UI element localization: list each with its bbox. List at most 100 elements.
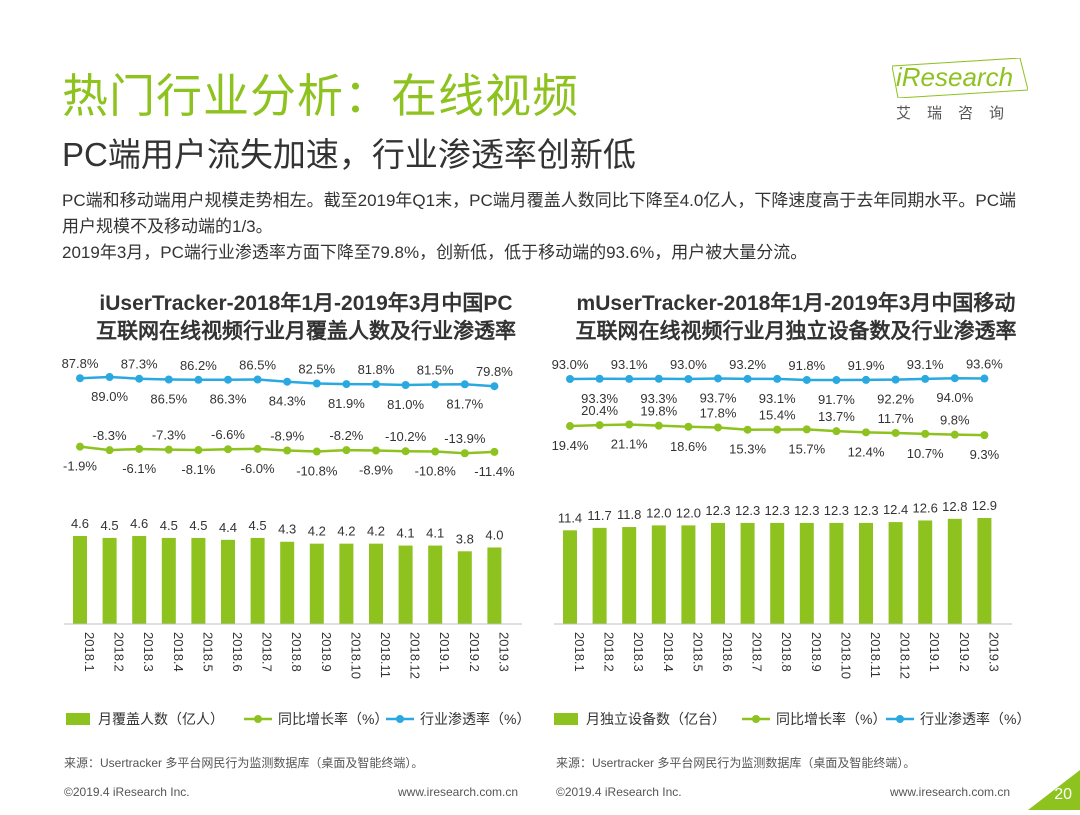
mobile-penetration-label: 91.8%	[788, 358, 825, 373]
mobile-bar	[918, 520, 933, 624]
pc-legend-growth-dot	[254, 715, 262, 723]
pc-chart: iUserTracker-2018年1月-2019年3月中国PC 互联网在线视频行…	[56, 286, 556, 746]
pc-growth-label: -6.0%	[241, 461, 275, 476]
mobile-bar-label: 12.3	[794, 503, 819, 518]
mobile-category-label: 2018.5	[690, 632, 705, 672]
pc-bar	[191, 537, 206, 624]
mobile-bar	[829, 522, 844, 624]
pc-category-label: 2018.9	[319, 632, 334, 672]
pc-legend-penetration: 行业渗透率（%）	[420, 711, 530, 727]
pc-category-label: 2018.4	[171, 632, 186, 672]
pc-bar	[280, 541, 295, 624]
mobile-bar	[622, 527, 637, 624]
pc-penetration-point	[490, 382, 499, 391]
mobile-penetration-point	[654, 374, 663, 383]
mobile-growth-point	[891, 428, 900, 437]
pc-category-label: 2018.11	[378, 632, 393, 678]
mobile-category-label: 2018.11	[868, 632, 883, 678]
pc-bar-label: 4.0	[485, 527, 503, 542]
pc-growth-point	[135, 444, 144, 453]
footer-copyright-right: ©2019.4 iResearch Inc.	[556, 785, 682, 799]
mobile-bar-label: 12.3	[824, 503, 849, 518]
mobile-growth-label: 15.7%	[788, 441, 825, 456]
pc-category-label: 2018.2	[112, 632, 127, 672]
pc-growth-label: -11.4%	[474, 464, 515, 479]
pc-category-label: 2018.3	[141, 632, 156, 672]
pc-growth-point	[253, 444, 262, 453]
mobile-penetration-point	[980, 374, 989, 383]
mobile-growth-point	[566, 422, 574, 431]
mobile-bar	[740, 522, 755, 624]
mobile-growth-point	[980, 431, 989, 440]
mobile-bar	[563, 530, 577, 624]
pc-penetration-point	[283, 377, 292, 386]
mobile-bar	[799, 522, 814, 624]
mobile-source-note: 来源：Usertracker 多平台网民行为监测数据库（桌面及智能终端）。	[556, 756, 916, 770]
mobile-bar-label: 12.6	[913, 500, 938, 515]
mobile-bar	[592, 527, 607, 624]
mobile-penetration-label: 93.0%	[670, 357, 707, 372]
mobile-bar-label: 12.0	[646, 505, 671, 520]
mobile-growth-label: 13.7%	[818, 409, 855, 424]
footer-url-right: www.iresearch.com.cn	[890, 785, 1011, 799]
mobile-growth-point	[802, 425, 811, 434]
pc-growth-label: -8.1%	[181, 462, 215, 477]
pc-growth-point	[283, 446, 292, 455]
pc-growth-label: -10.8%	[415, 464, 457, 479]
pc-bar	[339, 543, 354, 624]
pc-bar	[457, 551, 472, 624]
pc-legend-growth: 同比增长率（%）	[278, 711, 388, 727]
pc-growth-label: -7.3%	[152, 428, 186, 443]
mobile-penetration-point	[566, 375, 574, 383]
pc-growth-point	[164, 445, 173, 454]
mobile-penetration-point	[862, 375, 870, 384]
pc-penetration-label: 86.2%	[180, 358, 217, 373]
mobile-bar-label: 12.3	[853, 503, 878, 518]
pc-growth-label: -8.3%	[93, 428, 127, 443]
mobile-bar	[977, 518, 992, 624]
pc-category-label: 2019.2	[467, 632, 482, 672]
mobile-bar-label: 11.8	[617, 507, 641, 522]
mobile-legend-bar-swatch	[554, 713, 578, 725]
pc-penetration-label: 81.9%	[328, 396, 365, 411]
mobile-growth-point	[595, 421, 604, 430]
pc-bar-label: 4.2	[337, 524, 355, 539]
pc-penetration-point	[253, 375, 262, 384]
mobile-penetration-point	[921, 374, 930, 383]
mobile-growth-point	[862, 428, 870, 437]
mobile-growth-point	[950, 430, 959, 439]
mobile-category-label: 2018.12	[898, 632, 913, 679]
pc-growth-point	[105, 446, 114, 455]
mobile-penetration-point	[802, 375, 811, 384]
pc-category-label: 2018.7	[260, 632, 275, 672]
pc-bar	[221, 539, 235, 624]
mobile-legend-growth-dot	[752, 715, 760, 723]
pc-bar-label: 4.5	[101, 518, 119, 533]
pc-bar	[398, 545, 413, 624]
pc-penetration-label: 89.0%	[91, 389, 128, 404]
mobile-bar	[770, 522, 785, 624]
pc-penetration-label: 86.5%	[239, 358, 276, 373]
pc-bar-label: 4.6	[71, 516, 89, 531]
pc-bar	[250, 537, 265, 624]
pc-growth-label: -8.9%	[359, 462, 393, 477]
mobile-category-label: 2018.3	[631, 632, 646, 672]
pc-penetration-point	[135, 374, 144, 383]
mobile-penetration-point	[950, 374, 959, 383]
mobile-legend-growth: 同比增长率（%）	[776, 711, 886, 727]
mobile-penetration-label: 91.7%	[818, 392, 855, 407]
pc-penetration-point	[164, 375, 173, 384]
mobile-bar-label: 11.4	[558, 510, 582, 525]
pc-growth-point	[460, 449, 469, 458]
mobile-bar	[859, 522, 873, 624]
mobile-penetration-point	[832, 376, 841, 385]
mobile-legend-bars: 月独立设备数（亿台）	[586, 711, 726, 727]
mobile-category-label: 2018.2	[602, 632, 617, 672]
mobile-penetration-label: 92.2%	[877, 392, 914, 407]
mobile-title-line2: 互联网在线视频行业月独立设备数及行业渗透率	[576, 319, 1017, 343]
mobile-bar-label: 12.9	[972, 498, 997, 513]
pc-penetration-point	[342, 380, 351, 389]
mobile-legend-penetration: 行业渗透率（%）	[920, 711, 1030, 727]
pc-bar-label: 4.4	[219, 520, 237, 535]
summary-paragraph-2: 2019年3月，PC端行业渗透率方面下降至79.8%，创新低，低于移动端的93.…	[62, 243, 808, 262]
